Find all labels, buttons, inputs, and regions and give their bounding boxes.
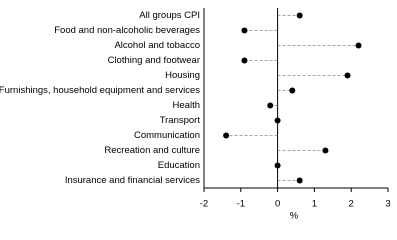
y-tick-label: Health <box>173 100 200 111</box>
y-tick-label: Recreation and culture <box>104 145 200 156</box>
dot <box>267 102 274 109</box>
dot <box>241 27 248 34</box>
y-tick-label: Housing <box>165 70 200 81</box>
dot <box>296 177 303 184</box>
dot <box>223 132 230 139</box>
dot <box>344 72 351 79</box>
dot <box>296 12 303 19</box>
y-tick-label: Clothing and footwear <box>108 55 200 66</box>
y-tick-label: Communication <box>134 130 200 141</box>
x-tick-label: 0 <box>275 199 280 210</box>
y-tick-label: Transport <box>160 115 201 126</box>
x-tick-label: 3 <box>385 199 390 210</box>
y-tick-label: Alcohol and tobacco <box>114 40 200 51</box>
y-tick-label: Education <box>158 160 200 171</box>
dot <box>274 117 281 124</box>
y-tick-label: Insurance and financial services <box>65 175 200 186</box>
y-tick-label: All groups CPI <box>139 10 200 21</box>
dot <box>241 57 248 64</box>
dot <box>289 87 296 94</box>
x-axis-label: % <box>290 211 299 222</box>
y-tick-label: Furnishings, household equipment and ser… <box>0 85 200 96</box>
y-tick-label: Food and non-alcoholic beverages <box>54 25 200 36</box>
dot <box>322 147 329 154</box>
x-tick-label: -2 <box>200 199 208 210</box>
dot <box>355 42 362 49</box>
dot <box>274 162 281 169</box>
x-tick-label: 1 <box>312 199 317 210</box>
x-tick-label: -1 <box>237 199 245 210</box>
x-tick-label: 2 <box>349 199 354 210</box>
chart: % -2 -1 0 1 2 3 All groups CPI Food and non-alc… <box>0 8 391 222</box>
